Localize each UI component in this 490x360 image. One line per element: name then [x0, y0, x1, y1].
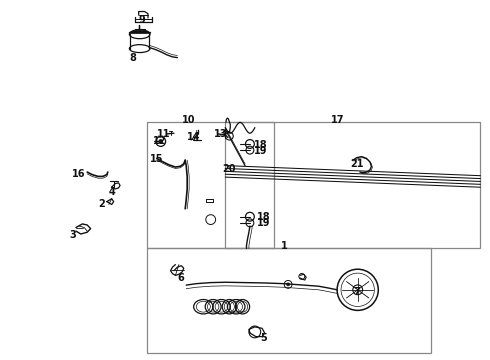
Bar [147, 122, 274, 248]
Bar [147, 248, 431, 353]
Text: 3: 3 [69, 230, 76, 240]
Text: 20: 20 [222, 164, 236, 174]
Text: 18: 18 [257, 212, 270, 222]
Text: 11: 11 [157, 129, 171, 139]
Text: 16: 16 [72, 168, 85, 179]
Text: 7: 7 [353, 287, 360, 297]
Text: 2: 2 [98, 199, 105, 210]
Circle shape [159, 140, 163, 143]
Text: 21: 21 [350, 159, 364, 169]
Text: 1: 1 [281, 240, 288, 251]
Text: 5: 5 [260, 333, 267, 343]
Text: 15: 15 [150, 154, 164, 164]
Text: 14: 14 [187, 132, 200, 142]
Text: 9: 9 [139, 15, 146, 25]
Text: 17: 17 [331, 114, 345, 125]
Text: 8: 8 [130, 53, 137, 63]
Text: 18: 18 [254, 140, 268, 150]
Bar [225, 122, 480, 248]
Text: 4: 4 [108, 186, 115, 197]
Text: 10: 10 [182, 114, 196, 125]
Text: 19: 19 [254, 146, 268, 156]
Text: 6: 6 [177, 273, 184, 283]
Circle shape [287, 283, 290, 286]
Text: 12: 12 [152, 136, 166, 146]
Text: 19: 19 [257, 218, 270, 228]
Text: 13: 13 [214, 129, 227, 139]
